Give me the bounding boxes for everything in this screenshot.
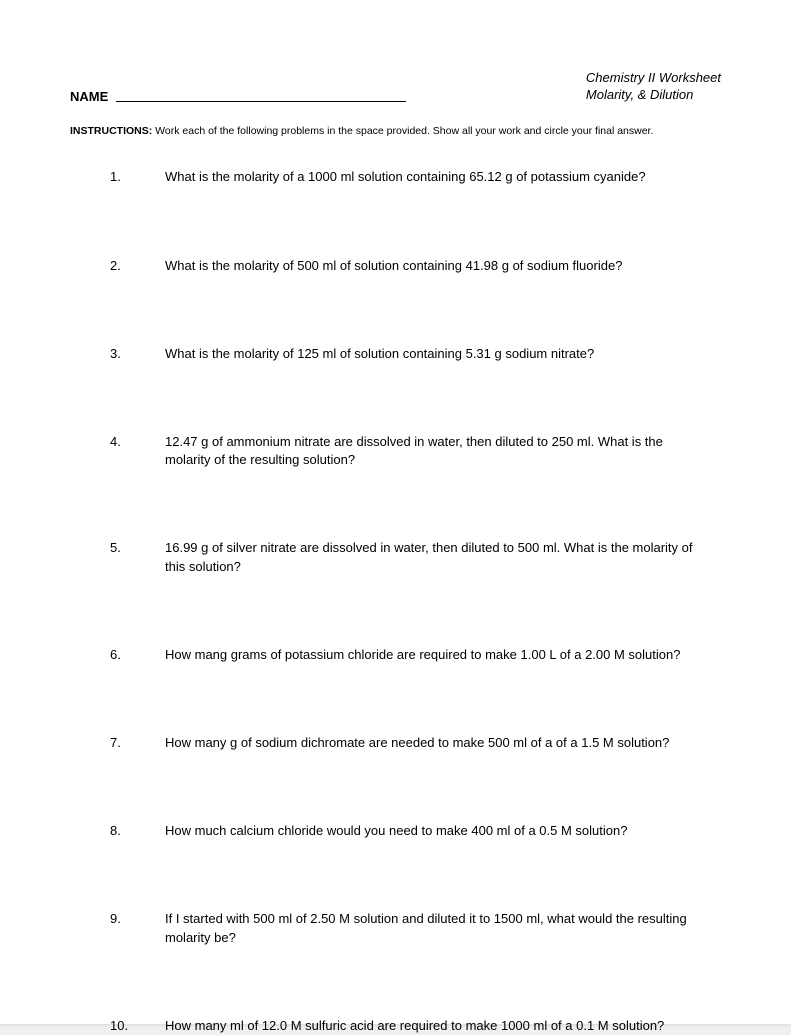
header-row: NAME Chemistry II Worksheet Molarity, & …: [70, 70, 721, 104]
instructions: INSTRUCTIONS: Work each of the following…: [70, 124, 721, 139]
question-item: 8. How much calcium chloride would you n…: [110, 822, 721, 840]
question-text: What is the molarity of 125 ml of soluti…: [165, 345, 721, 363]
question-text: What is the molarity of a 1000 ml soluti…: [165, 168, 721, 186]
question-item: 6. How mang grams of potassium chloride …: [110, 646, 721, 664]
question-number: 3.: [110, 345, 165, 363]
header-right: Chemistry II Worksheet Molarity, & Dilut…: [586, 70, 721, 104]
question-number: 8.: [110, 822, 165, 840]
question-number: 4.: [110, 433, 165, 469]
question-text: How many g of sodium dichromate are need…: [165, 734, 721, 752]
question-number: 10.: [110, 1017, 165, 1035]
question-text: If I started with 500 ml of 2.50 M solut…: [165, 910, 721, 946]
question-text: How mang grams of potassium chloride are…: [165, 646, 721, 664]
name-input-line[interactable]: [116, 101, 406, 102]
instructions-text: Work each of the following problems in t…: [155, 125, 653, 137]
question-text: How much calcium chloride would you need…: [165, 822, 721, 840]
name-label: NAME: [70, 89, 108, 104]
question-text: 12.47 g of ammonium nitrate are dissolve…: [165, 433, 721, 469]
question-text: How many ml of 12.0 M sulfuric acid are …: [165, 1017, 721, 1035]
question-number: 5.: [110, 539, 165, 575]
question-item: 1. What is the molarity of a 1000 ml sol…: [110, 168, 721, 186]
question-text: What is the molarity of 500 ml of soluti…: [165, 257, 721, 275]
instructions-label: INSTRUCTIONS:: [70, 125, 152, 137]
worksheet-title: Chemistry II Worksheet: [586, 70, 721, 87]
question-number: 9.: [110, 910, 165, 946]
question-item: 7. How many g of sodium dichromate are n…: [110, 734, 721, 752]
question-item: 2. What is the molarity of 500 ml of sol…: [110, 257, 721, 275]
question-number: 2.: [110, 257, 165, 275]
worksheet-subtitle: Molarity, & Dilution: [586, 87, 721, 104]
question-item: 10. How many ml of 12.0 M sulfuric acid …: [110, 1017, 721, 1035]
question-text: 16.99 g of silver nitrate are dissolved …: [165, 539, 721, 575]
question-number: 7.: [110, 734, 165, 752]
question-item: 3. What is the molarity of 125 ml of sol…: [110, 345, 721, 363]
question-item: 5. 16.99 g of silver nitrate are dissolv…: [110, 539, 721, 575]
worksheet-page: NAME Chemistry II Worksheet Molarity, & …: [0, 0, 791, 1024]
question-number: 1.: [110, 168, 165, 186]
questions-list: 1. What is the molarity of a 1000 ml sol…: [70, 168, 721, 1034]
name-section: NAME: [70, 89, 406, 104]
question-number: 6.: [110, 646, 165, 664]
question-item: 9. If I started with 500 ml of 2.50 M so…: [110, 910, 721, 946]
question-item: 4. 12.47 g of ammonium nitrate are disso…: [110, 433, 721, 469]
